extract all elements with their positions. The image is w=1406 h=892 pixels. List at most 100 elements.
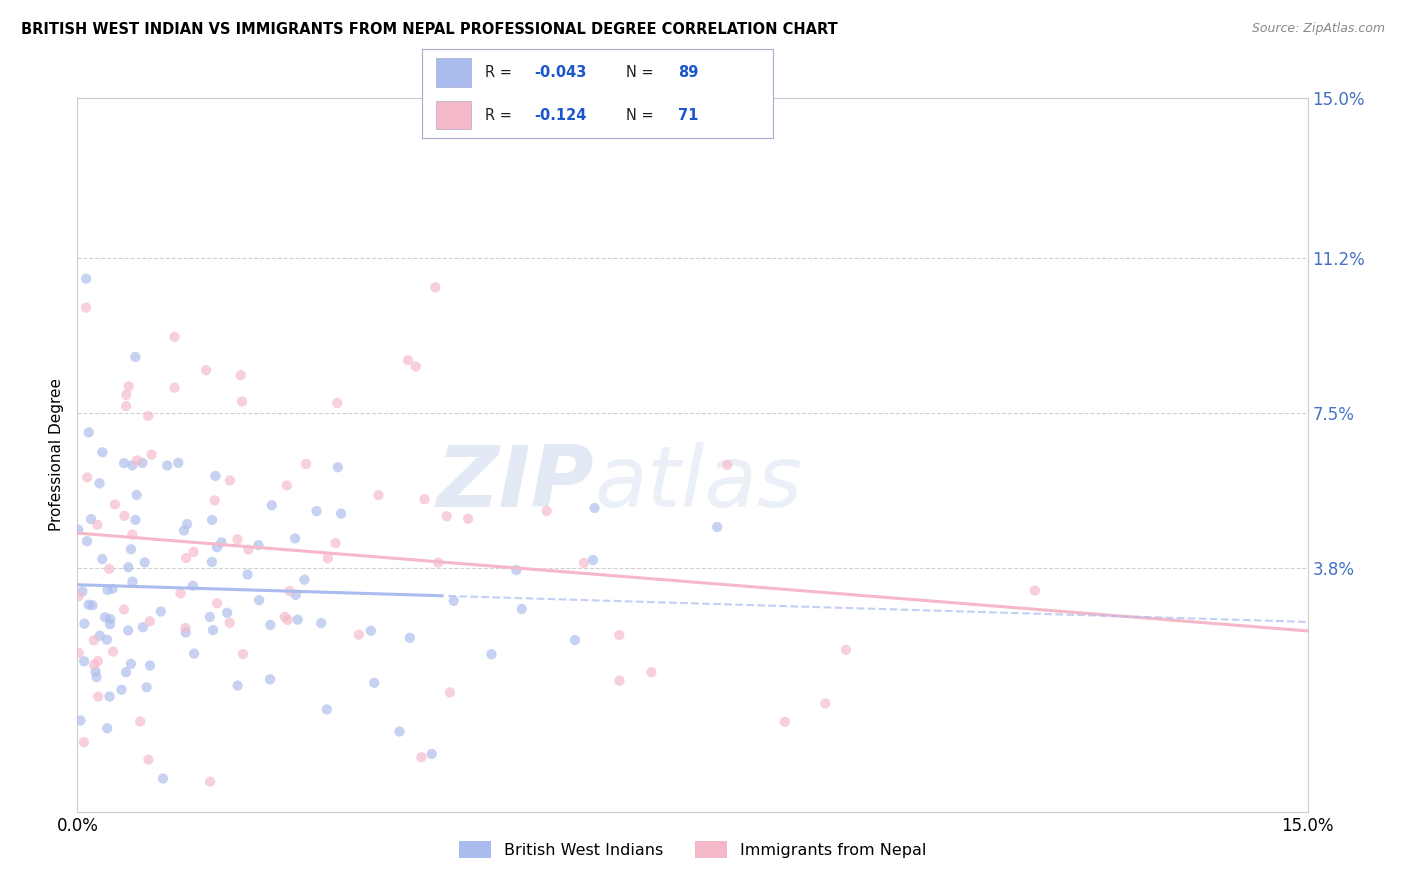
Point — [135, 680, 157, 694]
Point — [481, 647, 503, 661]
Point — [101, 645, 124, 659]
Point — [564, 633, 586, 648]
Point — [217, 606, 239, 620]
Point — [276, 478, 298, 492]
Legend: British West Indians, Immigrants from Nepal: British West Indians, Immigrants from Ne… — [453, 835, 932, 864]
Point — [205, 596, 228, 610]
Point — [117, 624, 139, 638]
Point — [183, 545, 205, 559]
Point — [201, 513, 224, 527]
Point — [89, 629, 111, 643]
Point — [607, 628, 630, 642]
Point — [121, 574, 143, 589]
Point — [427, 556, 450, 570]
Point — [326, 460, 349, 475]
Point — [436, 509, 458, 524]
Point — [117, 560, 139, 574]
Point — [1024, 583, 1046, 598]
Point — [77, 425, 100, 440]
Point — [167, 456, 190, 470]
Point — [124, 513, 146, 527]
Point — [149, 604, 172, 618]
Point — [198, 774, 221, 789]
Point — [218, 615, 240, 630]
Point — [152, 772, 174, 786]
Point — [77, 598, 100, 612]
Text: N =: N = — [626, 108, 658, 122]
Point — [124, 350, 146, 364]
Point — [260, 498, 283, 512]
Point — [96, 721, 118, 735]
Point — [284, 588, 307, 602]
Point — [773, 714, 796, 729]
Text: atlas: atlas — [595, 442, 801, 525]
Point — [211, 535, 233, 549]
Point — [80, 512, 103, 526]
Point — [231, 394, 253, 409]
Point — [76, 828, 98, 842]
Point — [67, 646, 90, 660]
Point — [129, 714, 152, 729]
Point — [139, 658, 162, 673]
Point — [360, 624, 382, 638]
Point — [259, 618, 281, 632]
Point — [139, 615, 162, 629]
Point — [609, 673, 631, 688]
Point — [309, 616, 332, 631]
Point — [835, 643, 858, 657]
Point — [87, 690, 110, 704]
Point — [73, 735, 96, 749]
Point — [138, 753, 160, 767]
Point — [72, 584, 94, 599]
Point — [174, 621, 197, 635]
Point — [443, 594, 465, 608]
Point — [101, 582, 124, 596]
Point — [315, 702, 337, 716]
Point — [316, 551, 339, 566]
Point — [388, 724, 411, 739]
Point — [363, 676, 385, 690]
Point — [284, 532, 307, 546]
Point — [115, 665, 138, 680]
Point — [181, 579, 204, 593]
Point — [163, 330, 186, 344]
Point — [115, 388, 138, 402]
Point — [174, 551, 197, 566]
Point — [229, 368, 252, 383]
Point — [439, 685, 461, 699]
Point — [89, 476, 111, 491]
Text: N =: N = — [626, 65, 658, 79]
Point — [91, 552, 114, 566]
Point — [110, 682, 132, 697]
Y-axis label: Professional Degree: Professional Degree — [49, 378, 65, 532]
Point — [91, 445, 114, 459]
Point — [411, 750, 433, 764]
Bar — [436, 58, 471, 87]
Point — [232, 647, 254, 661]
Text: BRITISH WEST INDIAN VS IMMIGRANTS FROM NEPAL PROFESSIONAL DEGREE CORRELATION CHA: BRITISH WEST INDIAN VS IMMIGRANTS FROM N… — [21, 22, 838, 37]
Point — [226, 533, 249, 547]
Point — [112, 602, 135, 616]
Point — [86, 670, 108, 684]
Point — [247, 538, 270, 552]
Point — [69, 714, 91, 728]
Point — [76, 534, 98, 549]
Point — [295, 457, 318, 471]
Point — [125, 488, 148, 502]
Point — [118, 379, 141, 393]
Point — [425, 280, 447, 294]
Point — [292, 573, 315, 587]
Point — [169, 586, 191, 600]
Point — [86, 517, 108, 532]
Point — [83, 657, 105, 672]
Text: ZIP: ZIP — [436, 442, 595, 525]
Point — [640, 665, 662, 680]
Point — [706, 520, 728, 534]
Text: Source: ZipAtlas.com: Source: ZipAtlas.com — [1251, 22, 1385, 36]
Point — [98, 617, 121, 632]
Point — [120, 542, 142, 557]
Point — [87, 654, 110, 668]
Point — [121, 458, 143, 473]
Point — [277, 613, 299, 627]
Point — [73, 616, 96, 631]
